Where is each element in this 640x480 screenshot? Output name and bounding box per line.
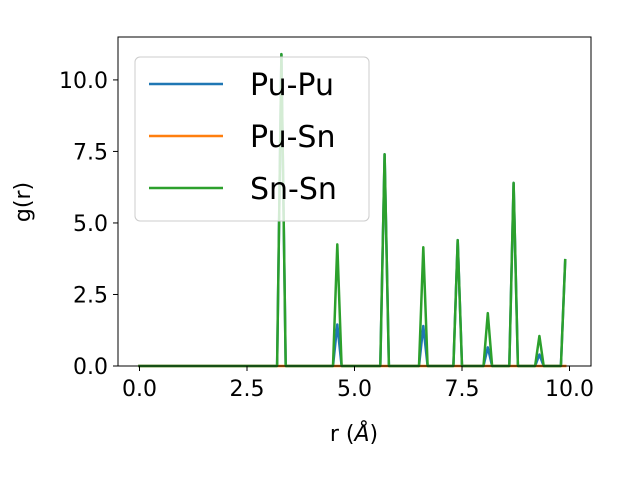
- y-axis: 0.0 2.5 5.0 7.5 10.0: [59, 69, 118, 380]
- x-axis-label: r (Å): [330, 420, 378, 447]
- x-tick-label: 0.0: [122, 377, 157, 402]
- y-tick-label: 2.5: [73, 283, 108, 308]
- y-tick-label: 5.0: [73, 212, 108, 237]
- legend-label-sn-sn: Sn-Sn: [250, 172, 337, 207]
- x-axis: 0.0 2.5 5.0 7.5 10.0: [122, 366, 594, 402]
- legend-label-pu-pu: Pu-Pu: [250, 68, 334, 103]
- legend-label-pu-sn: Pu-Sn: [250, 120, 335, 155]
- y-tick-label: 10.0: [59, 69, 108, 94]
- legend-box: [134, 56, 370, 222]
- y-tick-label: 0.0: [73, 355, 108, 380]
- legend: Pu-Pu Pu-Sn Sn-Sn: [134, 56, 370, 222]
- y-tick-label: 7.5: [73, 140, 108, 165]
- x-tick-label: 7.5: [445, 377, 480, 402]
- x-tick-label: 2.5: [230, 377, 265, 402]
- y-axis-label: g(r): [11, 182, 36, 222]
- x-tick-label: 5.0: [337, 377, 372, 402]
- x-tick-label: 10.0: [545, 377, 594, 402]
